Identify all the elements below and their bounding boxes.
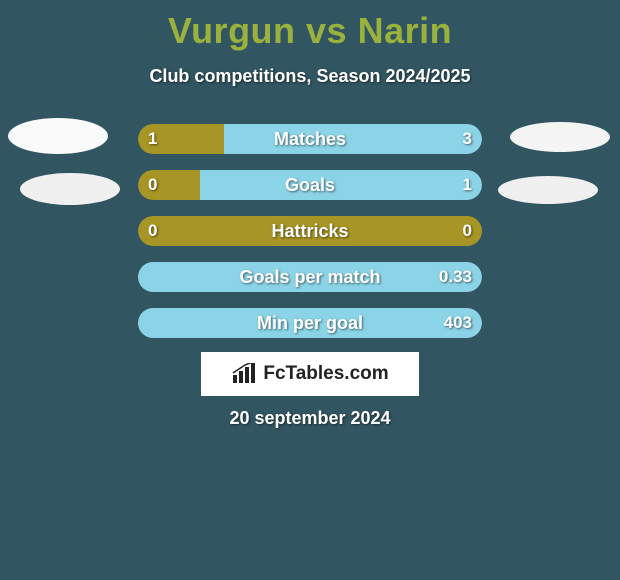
stat-bar-row: Min per goal403: [138, 308, 482, 338]
bar-label: Goals per match: [138, 262, 482, 292]
bar-label: Matches: [138, 124, 482, 154]
bar-value-right: 0.33: [439, 262, 472, 292]
stat-bar-row: Hattricks0 0: [138, 216, 482, 246]
bar-value-right: 3: [463, 124, 472, 154]
bar-label: Goals: [138, 170, 482, 200]
bar-value-left: 0: [148, 216, 157, 246]
bar-value-right: 1: [463, 170, 472, 200]
date-text: 20 september 2024: [0, 408, 620, 429]
infographic-container: Vurgun vs Narin Club competitions, Seaso…: [0, 0, 620, 580]
bar-chart-icon: [231, 363, 257, 385]
stats-bars: Matches13Goals01Hattricks00Goals per mat…: [138, 124, 482, 354]
logo-text: FcTables.com: [263, 363, 388, 385]
bar-value-left: 0: [148, 170, 157, 200]
bar-value-right: 403: [444, 308, 472, 338]
bar-label: Min per goal: [138, 308, 482, 338]
player2-avatar-placeholder: [510, 122, 610, 152]
player2-avatar-placeholder-2: [498, 176, 598, 204]
player1-avatar-placeholder: [8, 118, 108, 154]
page-subtitle: Club competitions, Season 2024/2025: [0, 66, 620, 87]
page-title: Vurgun vs Narin: [0, 0, 620, 52]
stat-bar-row: Matches1 3: [138, 124, 482, 154]
player1-avatar-placeholder-2: [20, 173, 120, 205]
bar-label: Hattricks: [138, 216, 482, 246]
stat-bar-row: Goals per match0.33: [138, 262, 482, 292]
bar-value-left: 1: [148, 124, 157, 154]
fctables-logo: FcTables.com: [201, 352, 419, 396]
bar-value-right: 0: [463, 216, 472, 246]
stat-bar-row: Goals0 1: [138, 170, 482, 200]
